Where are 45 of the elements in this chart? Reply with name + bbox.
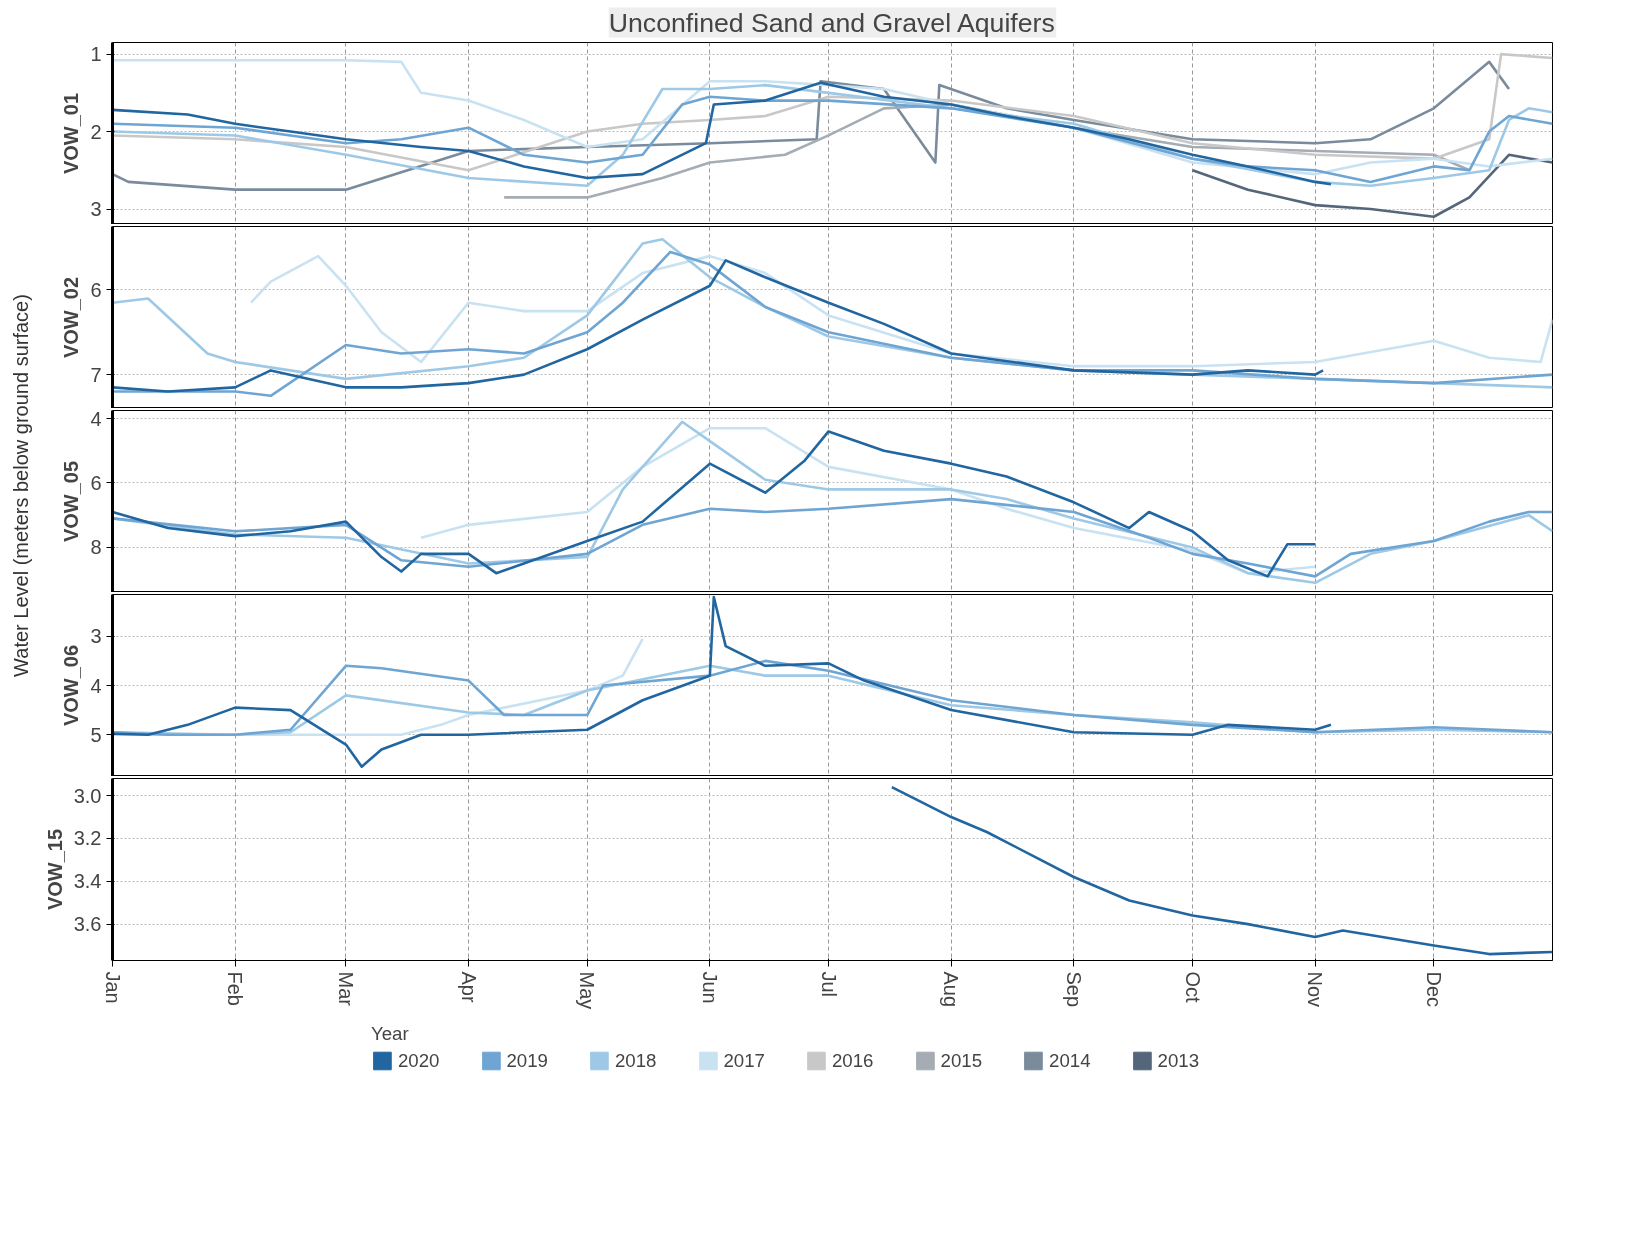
y-axis-title: VOW_15 xyxy=(43,828,66,911)
legend-label: 2020 xyxy=(397,1049,440,1072)
text: Water Level (meters below ground surface) xyxy=(9,294,32,677)
y-axis-title: VOW_06 xyxy=(60,644,83,727)
x-tick-label: Sep xyxy=(1062,971,1085,1008)
x-tick-label: Apr xyxy=(457,971,480,1003)
y-tick-label: 3.4 xyxy=(73,870,102,893)
x-tick-label: Dec xyxy=(1422,971,1445,1008)
y-tick-label: 3 xyxy=(90,198,102,221)
legend-label: 2018 xyxy=(614,1049,657,1072)
legend-label: 2013 xyxy=(1157,1049,1200,1072)
line-series xyxy=(890,785,1553,956)
y-axis-title: VOW_05 xyxy=(60,460,83,543)
y-tick-label: 7 xyxy=(90,363,102,386)
x-tick-label: Aug xyxy=(940,971,963,1008)
y-tick-label: 5 xyxy=(90,723,102,746)
x-tick-label: Mar xyxy=(334,971,357,1007)
x-tick-label: Nov xyxy=(1304,971,1327,1008)
y-tick-label: 1 xyxy=(90,43,102,66)
line-series xyxy=(1191,153,1553,219)
y-tick-label: 3.6 xyxy=(73,913,102,936)
y-axis-title: VOW_01 xyxy=(60,92,83,175)
x-tick-label: Oct xyxy=(1181,971,1204,1004)
y-tick-label: 6 xyxy=(90,278,102,301)
x-tick-label: May xyxy=(576,971,599,1010)
y-tick-label: 3.2 xyxy=(73,827,102,850)
legend-title: Year xyxy=(370,1022,410,1045)
y-tick-label: 3.0 xyxy=(73,784,102,807)
chart-title: Unconfined Sand and Gravel Aquifers xyxy=(608,7,1055,38)
y-axis-title: VOW_02 xyxy=(60,276,83,359)
x-tick-label: Jul xyxy=(817,971,840,998)
y-tick-label: 2 xyxy=(90,120,102,143)
x-tick-label: Jun xyxy=(698,971,721,1004)
legend-label: 2015 xyxy=(940,1049,983,1072)
y-tick-label: 3 xyxy=(90,625,102,648)
legend-label: 2017 xyxy=(723,1049,765,1072)
x-tick-label: Feb xyxy=(224,971,247,1006)
legend-label: 2016 xyxy=(831,1049,874,1072)
legend-label: 2014 xyxy=(1049,1049,1091,1072)
y-tick-label: 4 xyxy=(90,407,102,430)
y-tick-label: 6 xyxy=(90,471,102,494)
y-tick-label: 4 xyxy=(90,674,102,697)
x-tick-label: Jan xyxy=(101,971,124,1004)
y-tick-label: 8 xyxy=(90,536,102,559)
legend-label: 2019 xyxy=(506,1049,548,1072)
